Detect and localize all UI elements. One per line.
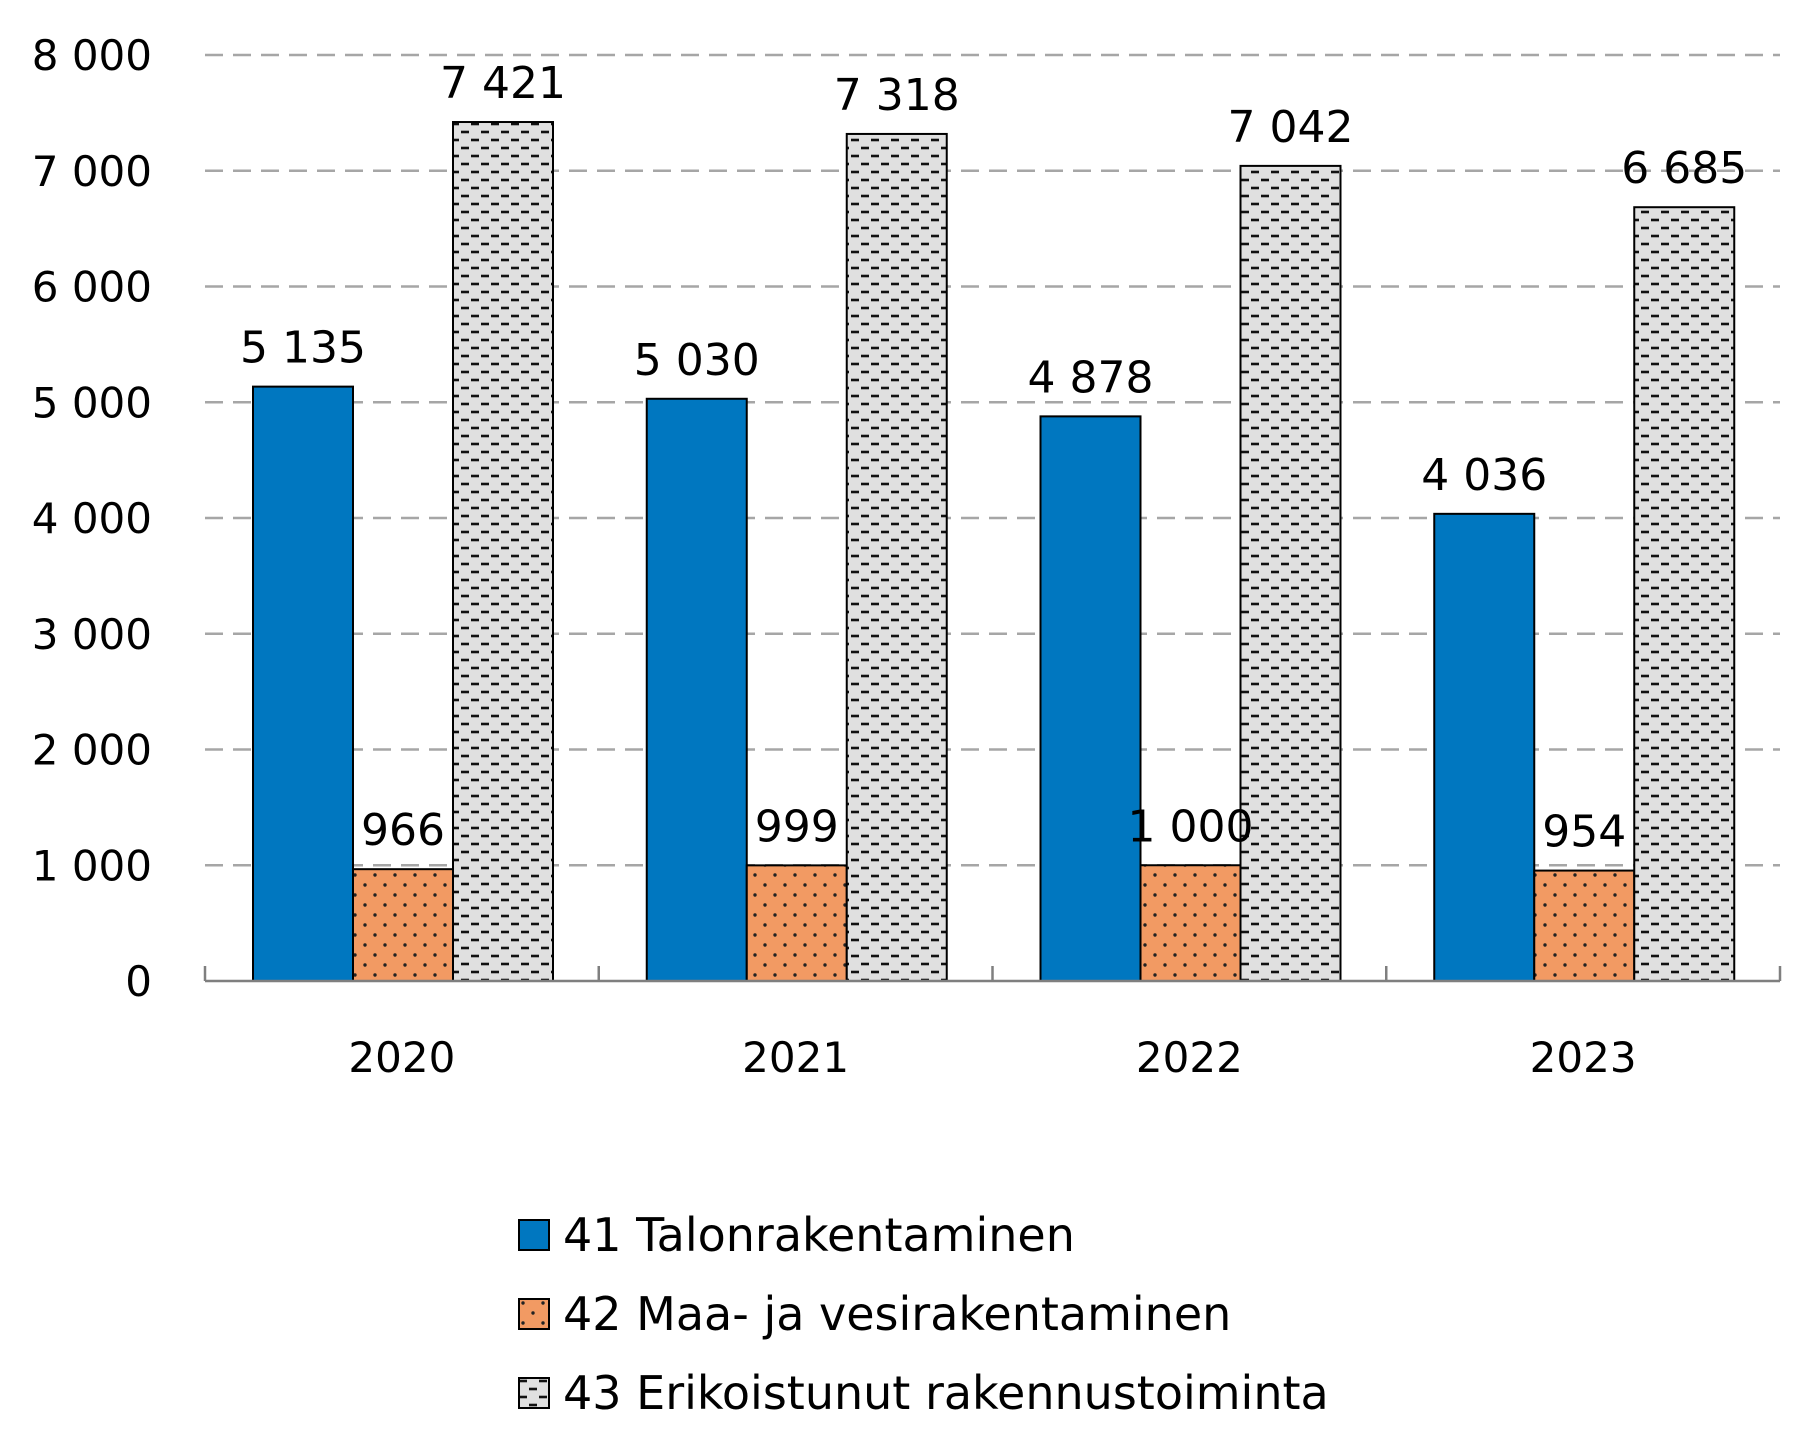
y-axis-ticks: 0 1 000 2 000 3 000 4 000 5 000 6 000 7 000 8 00…	[32, 31, 152, 1006]
y-tick-label: 1 000	[32, 841, 152, 890]
legend-item-42: 42 Maa- ja vesirakentaminen	[518, 1274, 1329, 1353]
y-tick-label: 7 000	[32, 147, 152, 196]
y-tick-label: 6 000	[32, 263, 152, 312]
data-label: 4 878	[1028, 352, 1154, 403]
legend-swatch-42	[518, 1297, 550, 1330]
legend: 41 Talonrakentaminen 42 Maa- ja vesirake…	[518, 1195, 1329, 1432]
x-tick-label: 2020	[348, 1033, 455, 1082]
legend-label-41: 41 Talonrakentaminen	[563, 1207, 1075, 1262]
data-label: 954	[1542, 807, 1626, 858]
bar-2021-series-2	[745, 864, 848, 982]
y-tick-label: 0	[125, 957, 152, 1006]
x-tick-label: 2023	[1530, 1033, 1637, 1082]
legend-label-43: 43 Erikoistunut rakennustoiminta	[563, 1365, 1329, 1420]
legend-label-42: 42 Maa- ja vesirakentaminen	[563, 1286, 1232, 1341]
bar-2022-series-2	[1139, 864, 1242, 982]
data-label: 7 421	[440, 58, 566, 109]
bars	[252, 121, 1736, 983]
bar-2022-series-1	[1039, 415, 1142, 982]
y-tick-label: 3 000	[32, 610, 152, 659]
bar-2023-series-1	[1433, 512, 1536, 982]
bar-2021-series-1	[645, 397, 748, 982]
legend-item-43: 43 Erikoistunut rakennustoiminta	[518, 1353, 1329, 1432]
data-label: 999	[755, 801, 839, 852]
bar-2020-series-3	[452, 121, 554, 983]
bar-2022-series-3	[1239, 164, 1342, 983]
data-label: 5 030	[634, 335, 760, 386]
legend-item-41: 41 Talonrakentaminen	[518, 1195, 1329, 1274]
bar-2023-series-2	[1533, 869, 1636, 983]
data-label: 5 135	[240, 323, 366, 374]
bar-2020-series-2	[352, 868, 454, 982]
y-tick-label: 2 000	[32, 726, 152, 775]
data-label: 6 685	[1621, 143, 1747, 194]
data-label: 4 036	[1421, 450, 1547, 501]
legend-swatch-41	[518, 1218, 550, 1251]
legend-swatch-43	[518, 1376, 550, 1409]
x-tick-label: 2022	[1136, 1033, 1243, 1082]
data-label: 7 318	[834, 70, 960, 121]
data-label: 7 042	[1228, 102, 1354, 153]
y-tick-label: 5 000	[32, 378, 152, 427]
x-tick-label: 2021	[742, 1033, 849, 1082]
data-label: 1 000	[1128, 801, 1254, 852]
bar-2020-series-1	[252, 385, 354, 982]
x-axis: 2020 2021 2022 2023	[203, 966, 1782, 1082]
y-tick-label: 8 000	[32, 31, 152, 80]
y-tick-label: 4 000	[32, 494, 152, 543]
data-label: 966	[361, 805, 445, 856]
bar-2023-series-3	[1633, 206, 1736, 982]
data-labels: 5 135 966 7 421 5 030 999 7 318 4 878 1 000 7 04…	[240, 58, 1747, 858]
bar-2021-series-3	[845, 132, 948, 982]
